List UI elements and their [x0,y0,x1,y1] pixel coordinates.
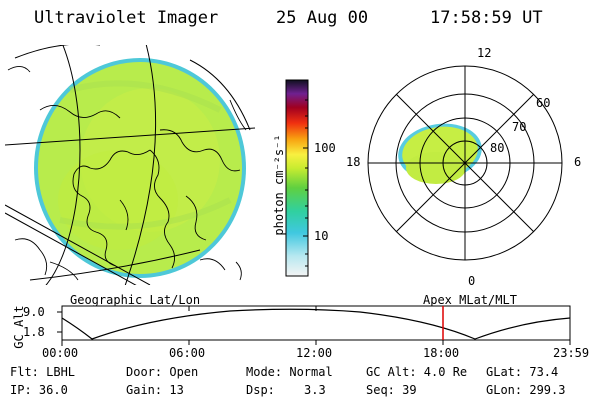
date-label: 25 Aug 00 [276,8,369,28]
colorbar-tick-10: 10 [314,229,329,243]
time-tick-1800: 18:00 [423,346,460,360]
mlt-label-6: 6 [574,155,582,169]
filter-info: Flt: LBHL [10,365,76,379]
altitude-tick-low: 1.8 [23,325,45,339]
altitude-plot [57,305,571,346]
lat-label-70: 70 [512,120,527,134]
gain-info: Gain: 13 [126,383,184,397]
colorbar [285,79,309,277]
geographic-label: Geographic Lat/Lon [70,293,201,307]
mode-info: Mode: Normal [246,365,333,379]
apex-label: Apex MLat/MLT [423,293,517,307]
mlt-label-12: 12 [477,46,492,60]
time-tick-1200: 12:00 [296,346,333,360]
seq-info: Seq: 39 [366,383,417,397]
time-label: 17:58:59 UT [430,8,543,28]
dsp-label: Dsp: [246,383,275,397]
geographic-image [5,45,256,285]
colorbar-ticks [303,99,308,267]
gc-alt-info: GC Alt: 4.0 Re [366,365,468,379]
time-tick-0000: 00:00 [42,346,79,360]
polar-plot [367,65,563,261]
door-info: Door: Open [126,365,199,379]
ip-info: IP: 36.0 [10,383,68,397]
dsp-value: 3.3 [304,383,326,397]
mlt-label-0: 0 [468,274,476,288]
lat-label-60: 60 [536,96,551,110]
colorbar-unit-label: photon cm⁻²s⁻¹ [272,134,286,236]
time-tick-2359: 23:59 [553,346,590,360]
lat-label-80: 80 [490,141,505,155]
instrument-title: Ultraviolet Imager [34,8,219,28]
altitude-tick-high: 9.0 [23,305,45,319]
mlt-label-18: 18 [346,155,361,169]
colorbar-tick-100: 100 [314,141,336,155]
glat-info: GLat: 73.4 [486,365,559,379]
time-tick-0600: 06:00 [169,346,206,360]
glon-info: GLon: 299.3 [486,383,566,397]
